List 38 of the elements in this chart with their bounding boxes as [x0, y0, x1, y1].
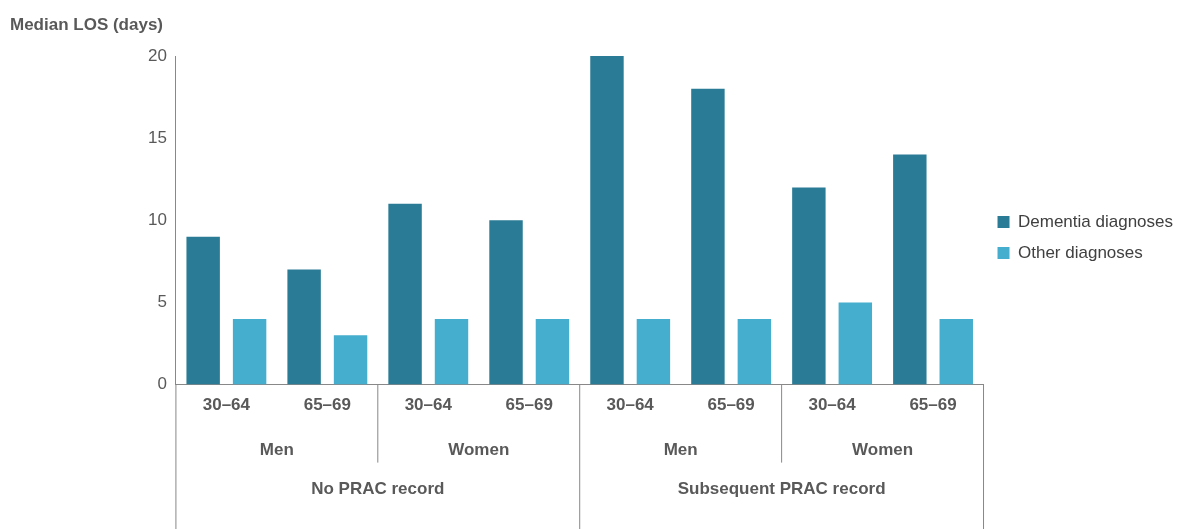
text: Men: [663, 440, 698, 460]
bar: [838, 302, 873, 385]
bar: [737, 318, 772, 385]
legend-label: Dementia diagnoses: [1018, 211, 1173, 231]
bar: [893, 154, 927, 385]
bar: [691, 88, 725, 385]
x-tick-label: 65–69: [909, 395, 957, 415]
x-tick-label: 30–64: [808, 395, 857, 415]
bar: [186, 236, 220, 385]
bar: [590, 56, 624, 385]
text: Men: [259, 440, 294, 460]
y-tick-label: 15: [147, 127, 167, 147]
text: Subsequent PRAC record: [677, 479, 886, 499]
bar: [939, 318, 973, 385]
x-tick-label: 30–64: [606, 395, 655, 415]
x-tick-label: 65–69: [505, 395, 553, 415]
text: Women: [448, 440, 510, 460]
y-tick-label: 5: [157, 292, 167, 312]
x-tick-label: 30–64: [202, 395, 251, 415]
y-tick-label: 20: [147, 45, 167, 65]
bar: [636, 318, 671, 385]
bar: [792, 187, 826, 385]
bar: [287, 269, 321, 385]
x-tick-label: 65–69: [303, 395, 351, 415]
y-tick-label: 10: [147, 209, 167, 229]
bar: [333, 335, 368, 385]
bar: [535, 318, 570, 385]
x-tick-label: 65–69: [707, 395, 755, 415]
bar: [489, 220, 523, 385]
text: Women: [852, 440, 914, 460]
legend-label: Other diagnoses: [1018, 242, 1143, 262]
bar: [388, 203, 422, 385]
x-tick-label: 30–64: [404, 395, 453, 415]
y-axis-title: Median LOS (days): [10, 14, 164, 34]
bar: [232, 318, 267, 385]
text: No PRAC record: [311, 479, 445, 499]
y-tick-label: 0: [157, 374, 167, 394]
bar: [434, 318, 469, 385]
